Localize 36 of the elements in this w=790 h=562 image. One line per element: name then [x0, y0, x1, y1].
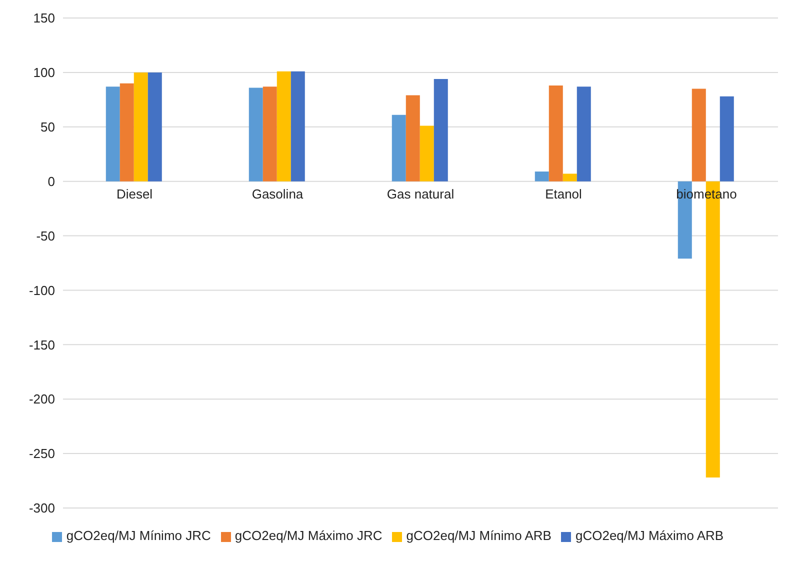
bar [406, 95, 420, 182]
bar [106, 86, 120, 182]
legend-label: gCO2eq/MJ Mínimo ARB [406, 528, 552, 543]
bar [248, 88, 263, 182]
bar [262, 86, 277, 182]
bar [134, 72, 148, 182]
bar [548, 86, 563, 182]
y-tick-label: 0 [48, 174, 55, 189]
legend-label: gCO2eq/MJ Máximo JRC [234, 528, 382, 543]
y-tick-label: 150 [33, 10, 55, 26]
bar [534, 172, 549, 182]
x-tick-label: Gas natural [386, 186, 454, 202]
bar [276, 71, 291, 182]
bar [148, 72, 162, 182]
x-tick-label: Etanol [545, 186, 582, 202]
legend-label: gCO2eq/MJ Máximo ARB [575, 528, 724, 543]
y-tick-label: -300 [28, 500, 55, 516]
bar [392, 114, 406, 182]
y-tick-label: 50 [40, 120, 55, 135]
bar [434, 78, 448, 182]
bar [562, 174, 577, 182]
bar [576, 86, 591, 182]
bar [120, 83, 134, 182]
bar [720, 96, 734, 182]
y-tick-label: -200 [28, 392, 55, 407]
x-tick-label: Diesel [116, 186, 153, 202]
y-tick-label: 100 [33, 65, 55, 80]
bar [692, 88, 706, 182]
y-tick-label: -150 [28, 337, 55, 352]
bar [420, 126, 434, 182]
x-tick-label: Gasolina [252, 186, 304, 202]
y-tick-label: -50 [36, 228, 55, 244]
legend-label: gCO2eq/MJ Mínimo JRC [66, 528, 211, 543]
y-tick-label: -100 [28, 282, 55, 298]
bar [290, 71, 305, 182]
y-tick-label: -250 [28, 446, 55, 462]
